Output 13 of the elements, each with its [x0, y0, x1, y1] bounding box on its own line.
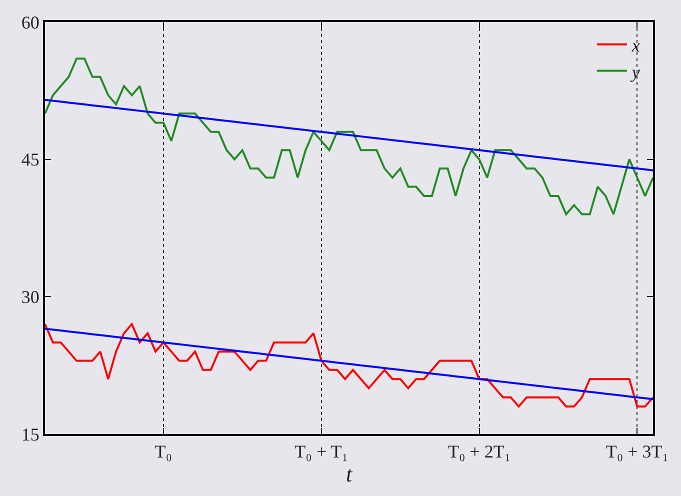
x-tick-label: T₀ + 2T₁ — [448, 442, 511, 462]
line-series — [45, 58, 653, 216]
y-tick-label: 30 — [21, 286, 40, 307]
y-tick-label: 15 — [21, 424, 40, 444]
legend-label: x — [630, 35, 640, 56]
x-tick-label: T₀ + T₁ — [294, 442, 348, 462]
x-tick-label: T₀ — [154, 442, 172, 462]
x-tick-label: T₀ + 3T₁ — [606, 442, 669, 462]
y-tick-label: 45 — [21, 150, 40, 170]
line-series — [45, 98, 653, 172]
y-tick-label: 60 — [21, 12, 40, 32]
x-axis-title: t — [346, 462, 353, 487]
legend-label: y — [630, 62, 640, 82]
